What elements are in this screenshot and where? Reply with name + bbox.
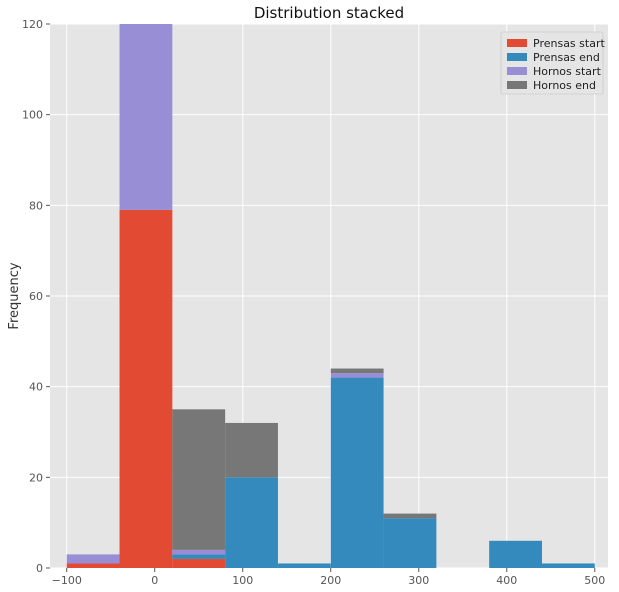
y-tick-label: 40 bbox=[29, 381, 43, 394]
bar-prensas-end-bin-5 bbox=[330, 377, 384, 568]
bar-prensas-end-bin-8 bbox=[489, 540, 542, 568]
bar-hornos-start-bin-5 bbox=[330, 373, 384, 378]
bar-hornos-start-bin-0 bbox=[66, 554, 120, 564]
x-tick-label: 100 bbox=[232, 574, 253, 587]
legend-entry: Prensas end bbox=[533, 51, 600, 64]
legend-entry: Hornos start bbox=[533, 65, 602, 78]
chart-title: Distribution stacked bbox=[254, 4, 404, 22]
y-tick-label: 0 bbox=[36, 562, 43, 575]
y-tick-label: 100 bbox=[22, 109, 43, 122]
bar-hornos-end-bin-3 bbox=[225, 422, 278, 478]
bar-prensas-start-bin-2 bbox=[172, 558, 226, 568]
x-tick-label: 200 bbox=[320, 574, 341, 587]
legend-box bbox=[500, 31, 604, 95]
x-axis-ticks: −100 0 100 200 300 400 500 bbox=[52, 568, 605, 587]
y-tick-label: 120 bbox=[22, 18, 43, 31]
y-tick-label: 20 bbox=[29, 471, 43, 484]
y-tick-label: 80 bbox=[29, 199, 43, 212]
bar-prensas-end-bin-3 bbox=[225, 477, 278, 568]
legend-swatch bbox=[507, 39, 527, 47]
legend-swatch bbox=[507, 81, 527, 89]
y-axis-ticks: 0 20 40 60 80 100 120 bbox=[22, 18, 50, 575]
bar-prensas-end-bin-6 bbox=[383, 518, 437, 568]
bar-hornos-end-bin-2 bbox=[172, 409, 226, 550]
legend-swatch bbox=[507, 53, 527, 61]
x-tick-label: 400 bbox=[496, 574, 517, 587]
x-tick-label: 300 bbox=[408, 574, 429, 587]
bar-prensas-end-bin-9 bbox=[541, 563, 595, 568]
bar-hornos-start-bin-1 bbox=[119, 24, 173, 210]
x-tick-label: −100 bbox=[52, 574, 82, 587]
bar-prensas-end-bin-4 bbox=[277, 563, 331, 568]
legend-entry: Hornos end bbox=[533, 79, 596, 92]
legend-entry: Prensas start bbox=[533, 37, 605, 50]
bar-hornos-end-bin-6 bbox=[383, 513, 437, 519]
bar-hornos-end-bin-5 bbox=[330, 368, 384, 374]
y-tick-label: 60 bbox=[29, 290, 43, 303]
bar-prensas-start-bin-1 bbox=[119, 209, 173, 568]
x-tick-label: 500 bbox=[584, 574, 605, 587]
bar-prensas-end-bin-2 bbox=[172, 554, 226, 559]
bars-layer bbox=[66, 24, 595, 568]
legend-swatch bbox=[507, 67, 527, 75]
x-tick-label: 0 bbox=[151, 574, 158, 587]
bar-prensas-start-bin-0 bbox=[66, 563, 120, 568]
bar-hornos-start-bin-2 bbox=[172, 549, 226, 555]
y-axis-label: Frequency bbox=[7, 262, 22, 329]
